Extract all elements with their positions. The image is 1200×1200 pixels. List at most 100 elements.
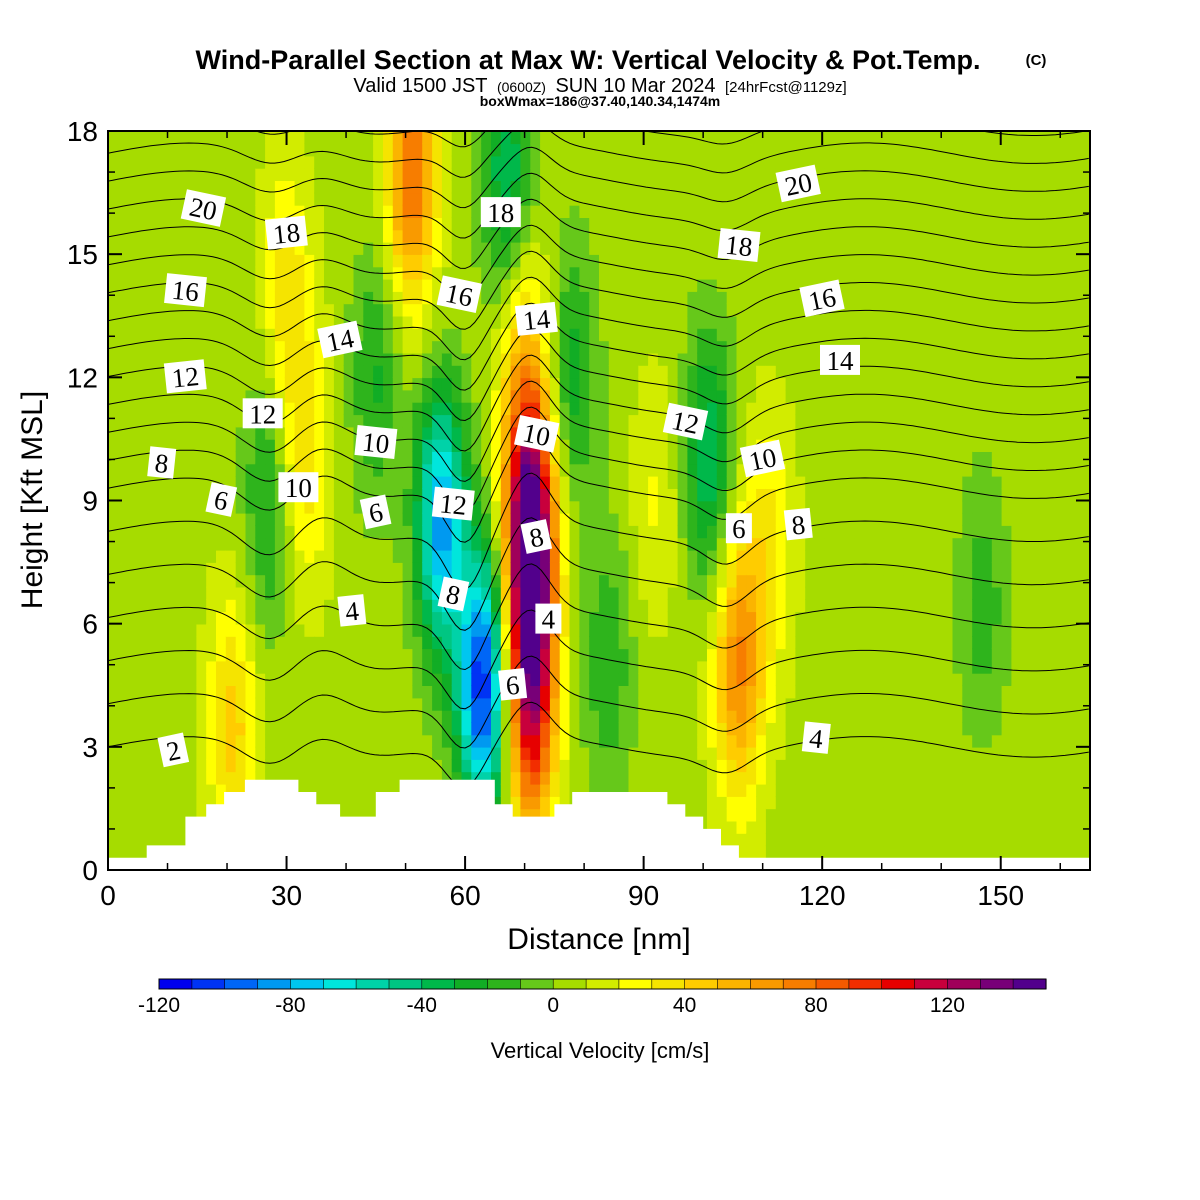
velocity-cell [117, 438, 129, 452]
velocity-cell [500, 697, 512, 711]
velocity-cell [697, 155, 708, 169]
velocity-cell [137, 414, 149, 428]
velocity-cell [343, 796, 355, 810]
velocity-cell [441, 352, 453, 366]
velocity-cell [216, 759, 227, 773]
velocity-cell [893, 426, 905, 440]
velocity-cell [265, 328, 276, 342]
velocity-cell [225, 746, 237, 760]
velocity-cell [491, 549, 502, 563]
velocity-cell [383, 402, 394, 416]
velocity-cell [608, 648, 620, 662]
velocity-cell [697, 549, 708, 563]
velocity-cell [687, 783, 698, 797]
velocity-cell [824, 537, 836, 551]
velocity-cell [333, 623, 345, 637]
velocity-cell [903, 217, 914, 231]
velocity-cell [265, 167, 276, 181]
velocity-cell [874, 833, 885, 847]
velocity-cell [127, 131, 139, 145]
velocity-cell [913, 808, 924, 822]
velocity-cell [245, 611, 257, 625]
velocity-cell [520, 254, 531, 268]
velocity-cell [363, 623, 374, 637]
velocity-cell [392, 315, 404, 329]
velocity-cell [815, 475, 826, 489]
velocity-cell [235, 143, 247, 157]
velocity-cell [294, 574, 306, 588]
velocity-cell [893, 217, 905, 231]
velocity-cell [608, 352, 620, 366]
velocity-cell [432, 229, 443, 243]
velocity-cell [383, 636, 394, 650]
velocity-cell [461, 131, 473, 145]
velocity-cell [314, 217, 325, 231]
velocity-cell [815, 574, 826, 588]
velocity-cell [667, 525, 679, 539]
velocity-cell [864, 599, 875, 613]
velocity-cell [235, 438, 247, 452]
velocity-cell [687, 488, 698, 502]
velocity-cell [648, 783, 659, 797]
velocity-cell [343, 180, 355, 194]
velocity-cell [314, 574, 325, 588]
velocity-cell [108, 623, 119, 637]
velocity-cell [441, 611, 453, 625]
velocity-cell [628, 426, 640, 440]
velocity-cell [510, 500, 522, 514]
velocity-cell [893, 771, 905, 785]
velocity-cell [324, 475, 335, 489]
velocity-cell [441, 180, 453, 194]
velocity-cell [157, 488, 168, 502]
velocity-cell [343, 771, 355, 785]
velocity-cell [726, 648, 738, 662]
velocity-cell [137, 783, 149, 797]
velocity-cell [736, 131, 748, 145]
velocity-cell [363, 389, 374, 403]
velocity-cell [638, 278, 649, 292]
velocity-cell [726, 389, 738, 403]
velocity-cell [677, 574, 689, 588]
velocity-cell [628, 611, 640, 625]
velocity-cell [864, 488, 875, 502]
velocity-cell [746, 365, 757, 379]
velocity-cell [824, 599, 836, 613]
velocity-cell [157, 475, 168, 489]
velocity-cell [785, 229, 797, 243]
velocity-cell [785, 303, 797, 317]
velocity-cell [805, 709, 816, 723]
velocity-cell [854, 783, 865, 797]
velocity-cell [648, 365, 659, 379]
velocity-cell [589, 537, 600, 551]
velocity-cell [874, 623, 885, 637]
velocity-cell [599, 155, 610, 169]
velocity-cell [864, 746, 875, 760]
velocity-cell [343, 537, 355, 551]
velocity-cell [903, 365, 914, 379]
velocity-cell [265, 155, 276, 169]
velocity-cell [520, 611, 531, 625]
velocity-cell [736, 709, 748, 723]
velocity-cell [166, 783, 178, 797]
velocity-cell [549, 660, 561, 674]
velocity-cell [304, 241, 315, 255]
velocity-cell [127, 315, 139, 329]
velocity-cell [304, 155, 315, 169]
velocity-cell [569, 512, 581, 526]
velocity-cell [540, 796, 551, 810]
velocity-cell [157, 315, 168, 329]
velocity-cell [363, 685, 374, 699]
velocity-cell [746, 660, 757, 674]
velocity-cell [127, 586, 139, 600]
velocity-cell [824, 451, 836, 465]
velocity-cell [235, 648, 247, 662]
velocity-cell [186, 672, 198, 686]
velocity-cell [775, 734, 787, 748]
velocity-cell [844, 574, 856, 588]
velocity-cell [834, 143, 846, 157]
velocity-cell [500, 783, 512, 797]
velocity-cell [176, 783, 188, 797]
velocity-cell [589, 685, 600, 699]
velocity-cell [127, 377, 139, 391]
velocity-cell [147, 525, 158, 539]
